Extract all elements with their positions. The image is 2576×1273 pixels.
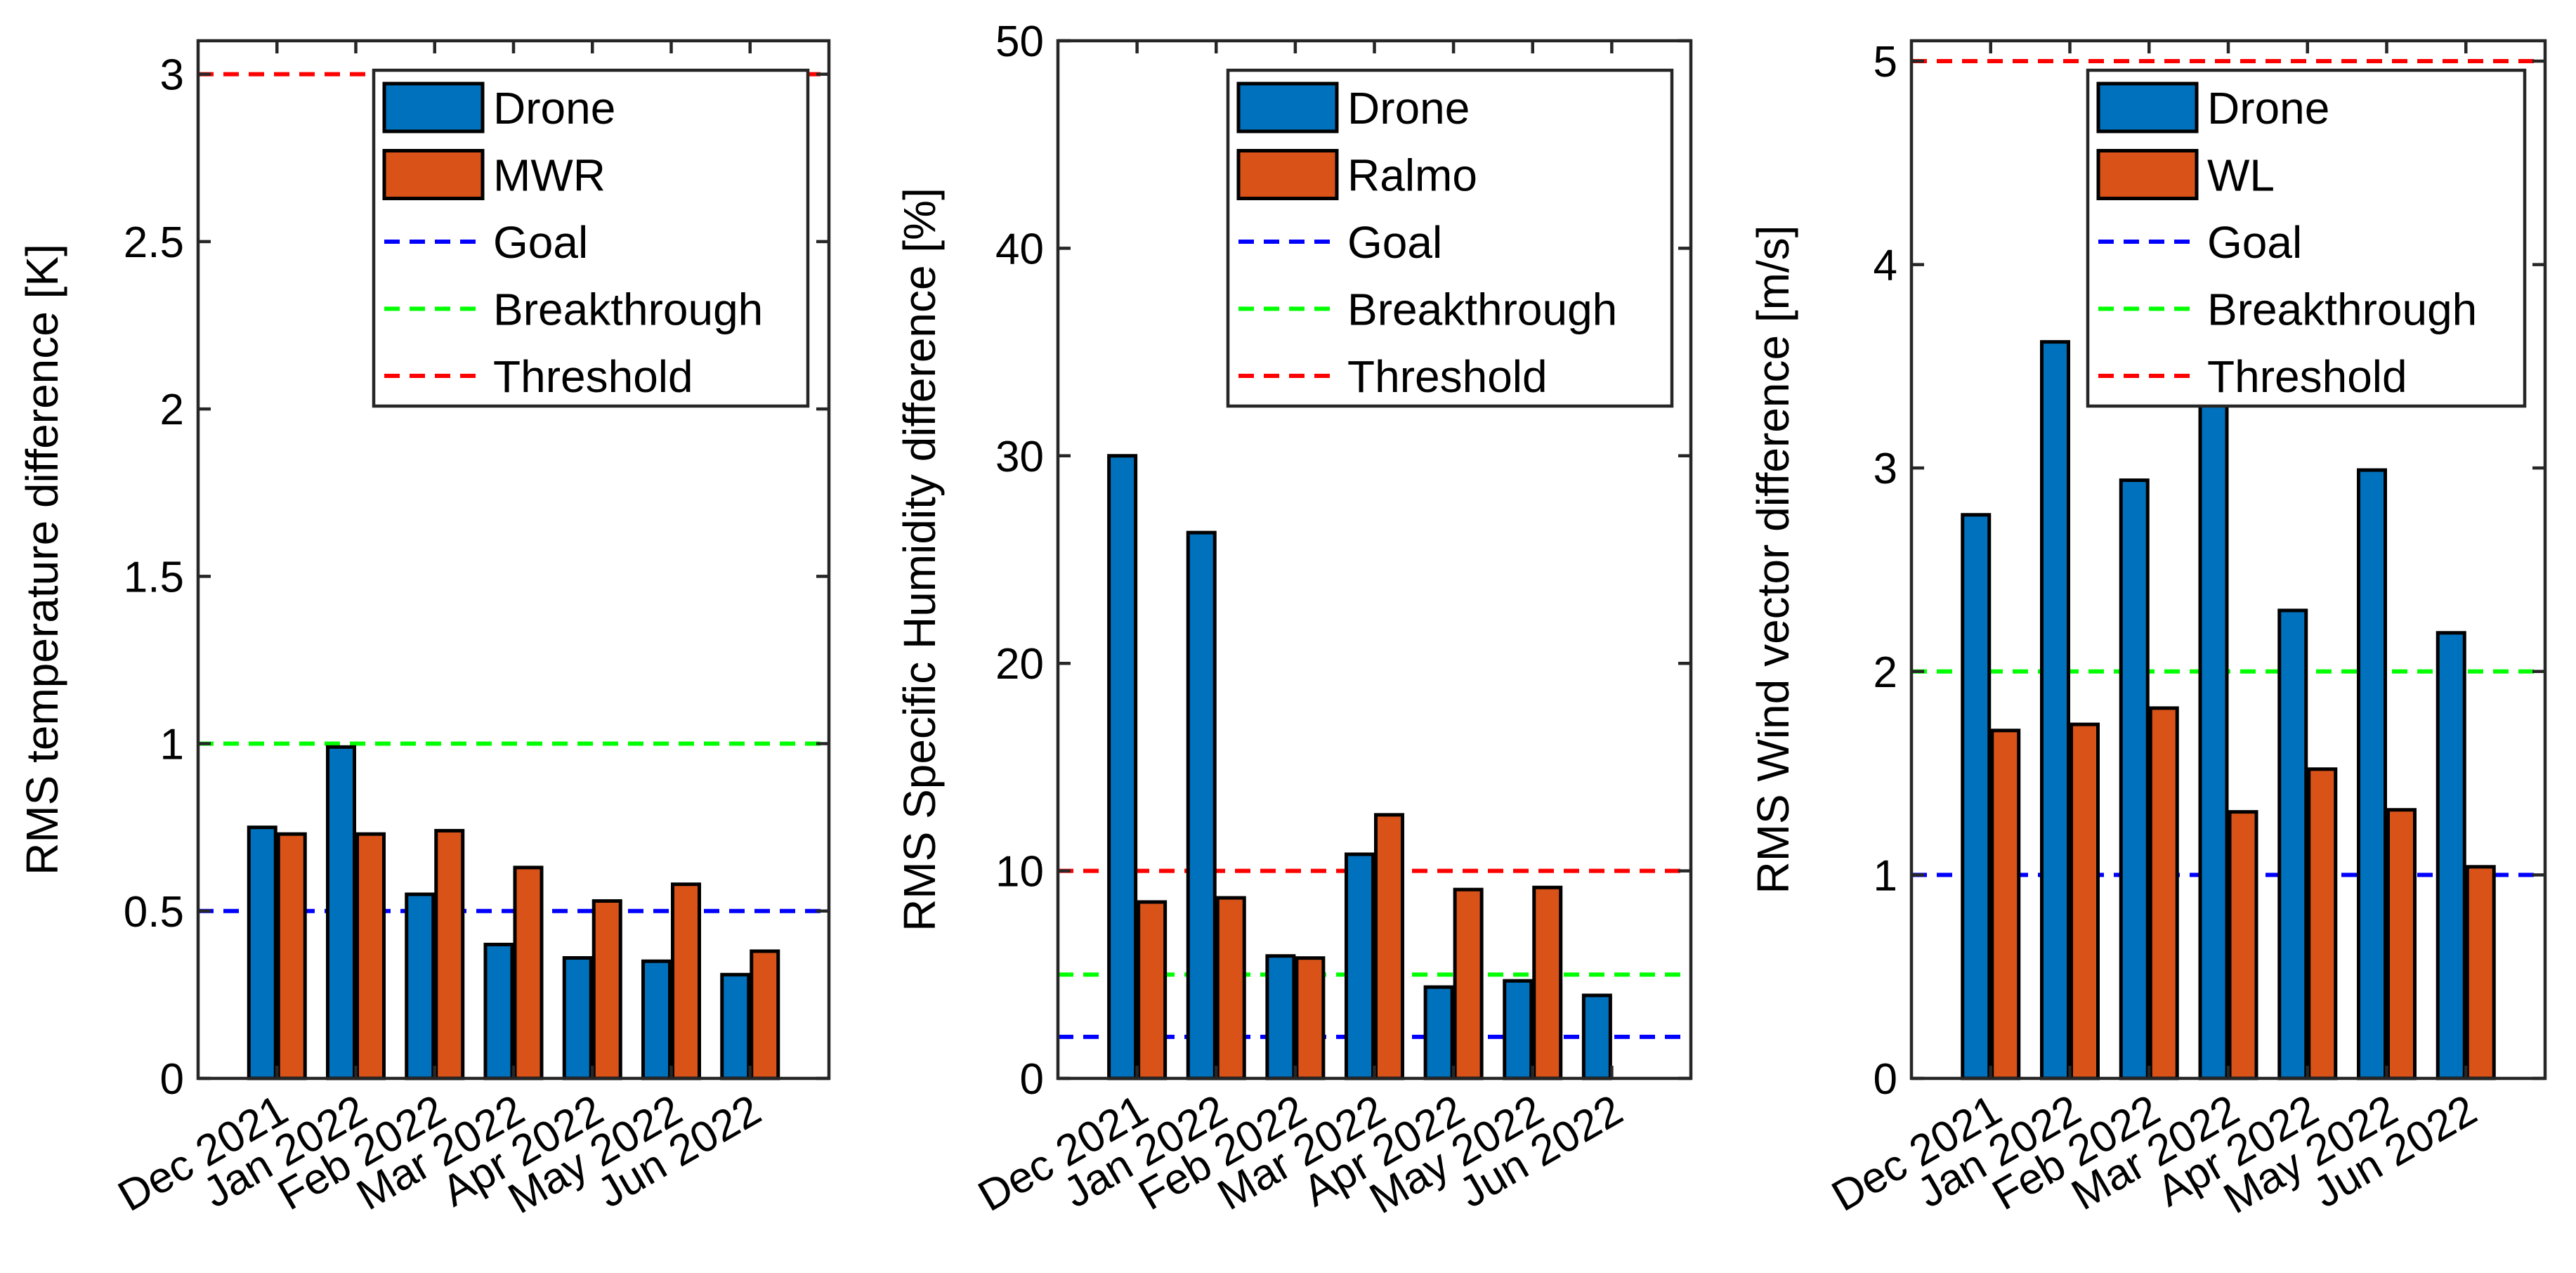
y-tick-label: 0: [160, 1055, 184, 1104]
bar-drone: [2357, 468, 2387, 1081]
bar-second: [2148, 706, 2179, 1081]
y-tick-label: 3: [1874, 445, 1897, 493]
bar-drone: [247, 825, 277, 1081]
y-tick-label: 3: [160, 51, 184, 100]
bar-second: [1453, 887, 1484, 1081]
bar-drone: [562, 955, 593, 1081]
bar-second: [2070, 722, 2100, 1081]
bar-drone: [2436, 631, 2466, 1081]
bar-second: [276, 832, 307, 1081]
legend-label: WL: [2207, 150, 2275, 201]
y-tick-label: 4: [1874, 242, 1897, 290]
legend-label: Goal: [493, 217, 588, 268]
y-tick-label: 10: [995, 848, 1044, 896]
bar-drone: [720, 972, 751, 1081]
bar-drone: [326, 745, 356, 1081]
y-tick-label: 5: [1874, 38, 1897, 86]
bar-second: [591, 899, 622, 1081]
y-tick-label: 0: [1020, 1055, 1044, 1104]
legend-label: Breakthrough: [2207, 285, 2477, 335]
legend-label: Drone: [1347, 83, 1470, 133]
y-axis-label: RMS temperature difference [K]: [17, 244, 67, 875]
bar-second: [2307, 767, 2338, 1081]
legend-label: Drone: [2207, 83, 2329, 133]
y-tick-label: 30: [995, 433, 1044, 481]
legend-label: Threshold: [493, 351, 693, 402]
y-tick-label: 20: [995, 640, 1044, 688]
bar-drone: [1107, 454, 1138, 1081]
y-tick-label: 2: [160, 386, 184, 434]
bar-second: [1374, 813, 1404, 1081]
legend-label: Goal: [2207, 217, 2302, 268]
bar-drone: [1423, 985, 1454, 1081]
bar-second: [1990, 729, 2021, 1081]
y-tick-label: 0.5: [124, 888, 184, 936]
bar-drone: [1345, 852, 1375, 1081]
bar-drone: [405, 892, 436, 1081]
legend-swatch-second: [2096, 149, 2199, 200]
bar-drone: [2277, 608, 2308, 1081]
y-tick-label: 2: [1874, 648, 1897, 697]
y-tick-label: 50: [995, 18, 1044, 66]
bar-second: [2228, 810, 2258, 1081]
legend-swatch-drone: [1236, 81, 1339, 133]
legend-swatch-drone: [382, 81, 485, 133]
bar-second: [2386, 808, 2417, 1081]
y-tick-label: 40: [995, 225, 1044, 273]
bar-drone: [1503, 979, 1534, 1081]
legend-label: Breakthrough: [493, 285, 763, 335]
legend-swatch-second: [382, 149, 485, 200]
legend-label: Drone: [493, 83, 615, 133]
bar-drone: [2119, 478, 2150, 1081]
legend-label: MWR: [493, 150, 606, 201]
bar-drone: [1186, 530, 1217, 1081]
bar-drone: [483, 942, 514, 1081]
legend-label: Threshold: [1347, 351, 1548, 402]
bar-drone: [1961, 513, 1992, 1081]
legend-label: Breakthrough: [1347, 285, 1617, 335]
bar-second: [1532, 885, 1563, 1081]
y-tick-label: 2.5: [124, 218, 184, 267]
bar-drone: [1265, 954, 1296, 1081]
bar-drone: [1581, 993, 1612, 1081]
bar-second: [1295, 956, 1326, 1081]
y-axis-label: RMS Wind vector difference [m/s]: [1748, 226, 1798, 894]
bar-second: [750, 949, 780, 1081]
legend-label: Ralmo: [1347, 150, 1477, 201]
y-tick-label: 1.5: [124, 553, 184, 601]
legend-label: Goal: [1347, 217, 1442, 268]
y-axis-label: RMS Specific Humidity difference [%]: [894, 188, 945, 932]
legend-swatch-drone: [2096, 81, 2199, 133]
bar-drone: [641, 959, 672, 1081]
y-tick-label: 0: [1874, 1055, 1897, 1104]
bar-drone: [2198, 384, 2229, 1081]
bar-second: [2465, 865, 2496, 1081]
y-tick-label: 1: [160, 721, 184, 769]
bar-second: [434, 828, 465, 1081]
y-tick-label: 1: [1874, 851, 1897, 900]
legend-label: Threshold: [2207, 351, 2407, 402]
bar-second: [355, 832, 386, 1081]
legend-swatch-second: [1236, 149, 1339, 200]
bar-second: [671, 882, 701, 1081]
bar-drone: [2040, 340, 2070, 1081]
bar-second: [1215, 896, 1246, 1081]
bar-second: [513, 866, 544, 1081]
bar-second: [1137, 900, 1168, 1081]
